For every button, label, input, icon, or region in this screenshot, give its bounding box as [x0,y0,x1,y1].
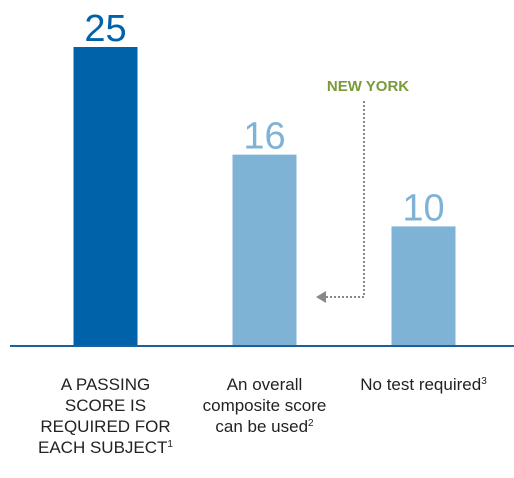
value-label: 16 [243,116,285,158]
footnote-mark: 3 [481,376,487,387]
category-text: A PASSING SCORE IS REQUIRED FOR EACH SUB… [38,375,171,457]
x-tick-label: A PASSING SCORE IS REQUIRED FOR EACH SUB… [31,374,181,458]
footnote-mark: 2 [308,418,314,429]
category-text: No test required [360,375,482,394]
x-tick-label: An overall composite score can be used2 [190,374,340,437]
arrow-head [316,291,326,303]
bar [232,154,297,346]
category-text: An overall composite score can be used [202,375,327,436]
bar [73,47,138,346]
value-label: 25 [84,8,126,50]
annotation: NEW YORK [327,78,409,95]
footnote-mark: 1 [167,439,173,450]
x-tick-label: No test required3 [349,374,499,395]
bar [391,226,456,346]
value-label: 10 [402,187,444,229]
annotation-arrow [324,101,365,298]
